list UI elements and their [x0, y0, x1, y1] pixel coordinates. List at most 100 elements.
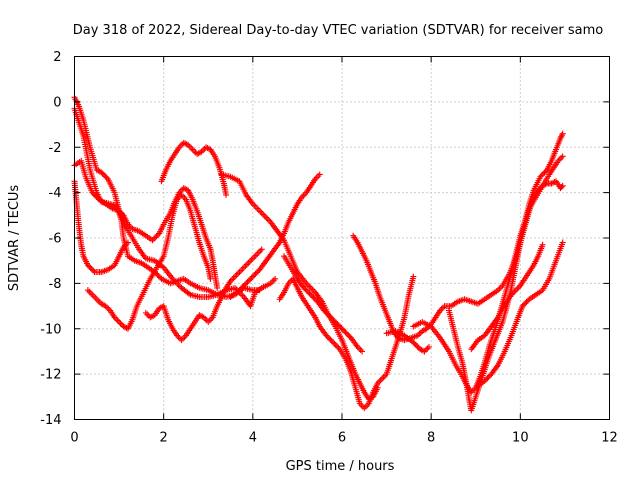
- data-point: [179, 335, 186, 342]
- data-point: [410, 273, 417, 280]
- y-tick-label: -4: [49, 186, 62, 201]
- series-track-10: [276, 273, 417, 412]
- data-point: [236, 269, 243, 276]
- data-point: [92, 192, 99, 199]
- data-point: [178, 337, 185, 344]
- data-point: [413, 342, 420, 349]
- data-point: [84, 262, 91, 269]
- data-point: [321, 307, 328, 314]
- data-point: [254, 250, 261, 257]
- data-point: [484, 375, 491, 382]
- data-point: [99, 170, 106, 177]
- data-point: [542, 168, 549, 175]
- data-point: [310, 294, 317, 301]
- data-point: [539, 241, 546, 248]
- x-tick-label: 8: [427, 431, 435, 446]
- data-point: [256, 287, 263, 294]
- data-point: [307, 284, 314, 291]
- data-point: [95, 297, 102, 304]
- data-point: [559, 239, 566, 246]
- x-tick-label: 10: [512, 431, 529, 446]
- data-point: [243, 280, 250, 287]
- data-point: [309, 293, 316, 300]
- data-point: [323, 332, 330, 339]
- data-point: [255, 249, 262, 256]
- data-point: [272, 275, 279, 282]
- x-axis-label: GPS time / hours: [286, 459, 395, 474]
- data-point: [103, 174, 110, 181]
- data-point: [316, 171, 323, 178]
- data-point: [245, 277, 252, 284]
- y-tick-label: -10: [40, 322, 61, 337]
- y-tick-label: -12: [40, 368, 61, 383]
- series-track-7: [142, 246, 265, 344]
- data-point: [252, 270, 259, 277]
- data-point: [270, 277, 277, 284]
- series-track-17: [474, 239, 566, 389]
- data-point: [538, 172, 545, 179]
- series-track-16: [468, 241, 546, 353]
- data-point: [154, 231, 161, 238]
- data-point: [523, 298, 530, 305]
- data-point: [559, 153, 566, 160]
- chart-title: Day 318 of 2022, Sidereal Day-to-day VTE…: [73, 23, 604, 38]
- series-track-11: [281, 253, 366, 355]
- data-point: [239, 266, 246, 273]
- data-point: [514, 285, 521, 292]
- data-point: [339, 326, 346, 333]
- data-point: [149, 237, 156, 244]
- data-point: [90, 293, 97, 300]
- data-point: [254, 205, 261, 212]
- data-point: [205, 318, 212, 325]
- data-point: [328, 338, 335, 345]
- data-point: [325, 311, 332, 318]
- data-point: [153, 233, 160, 240]
- x-tick-label: 6: [338, 431, 346, 446]
- data-point: [258, 246, 265, 253]
- data-point: [207, 275, 214, 282]
- data-point: [214, 284, 221, 291]
- data-point: [343, 330, 350, 337]
- data-point: [559, 182, 566, 189]
- data-point: [522, 300, 529, 307]
- y-tick-label: -14: [40, 413, 61, 428]
- data-point: [410, 339, 417, 346]
- data-point: [244, 279, 251, 286]
- data-point: [125, 239, 131, 246]
- data-point: [86, 288, 93, 295]
- data-point: [248, 274, 255, 281]
- y-tick-label: -2: [49, 141, 62, 156]
- data-point: [315, 172, 322, 179]
- data-point: [152, 234, 159, 241]
- data-point: [341, 328, 348, 335]
- data-point: [249, 255, 256, 262]
- data-point: [323, 310, 330, 317]
- x-tick-label: 4: [249, 431, 257, 446]
- x-tick-label: 12: [601, 431, 618, 446]
- data-point: [246, 258, 253, 265]
- data-point: [331, 340, 338, 347]
- data-point: [377, 377, 384, 384]
- data-point: [558, 183, 565, 190]
- data-point: [305, 288, 312, 295]
- data-point: [330, 317, 337, 324]
- data-point: [257, 208, 264, 215]
- data-point: [483, 376, 490, 383]
- data-point: [329, 315, 336, 322]
- data-point: [306, 290, 313, 297]
- data-point: [330, 339, 337, 346]
- data-point: [342, 329, 349, 336]
- series-track-8: [218, 171, 381, 403]
- data-point: [92, 294, 99, 301]
- data-point: [485, 373, 492, 380]
- data-point: [251, 272, 258, 279]
- data-point: [334, 321, 341, 328]
- data-point: [247, 276, 254, 283]
- data-point: [540, 171, 547, 178]
- data-point: [90, 190, 97, 197]
- data-points: [71, 94, 566, 414]
- series-track-15: [446, 130, 566, 414]
- y-tick-label: 0: [53, 95, 61, 110]
- series-track-3: [71, 157, 221, 291]
